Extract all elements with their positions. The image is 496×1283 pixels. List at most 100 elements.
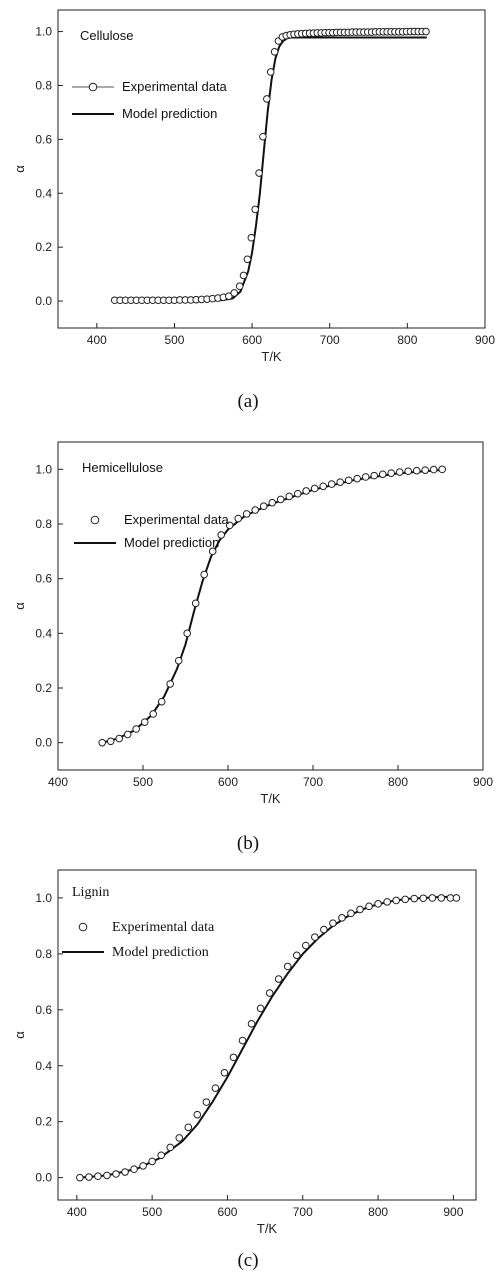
legend-experimental-marker <box>78 922 88 932</box>
x-tick-label: 400 <box>67 1205 87 1219</box>
experimental-data-point <box>327 480 336 488</box>
experimental-data-point <box>293 489 302 498</box>
x-tick-label: 400 <box>48 775 68 789</box>
y-tick-label: 1.0 <box>35 25 52 39</box>
y-tick-label: 0.0 <box>35 1171 52 1185</box>
experimental-data-point <box>174 656 183 665</box>
legend-experimental-label: Experimental data <box>124 512 230 527</box>
experimental-data-point <box>256 1004 265 1013</box>
legend-model-label: Model prediction <box>124 535 219 550</box>
y-tick-label: 1.0 <box>35 462 52 476</box>
experimental-data-point <box>148 1157 156 1166</box>
experimental-data-point <box>251 506 259 514</box>
x-axis-title: T/K <box>260 791 281 806</box>
experimental-data-point <box>319 482 328 491</box>
experimental-data-point <box>211 1084 220 1092</box>
experimental-data-point <box>329 919 337 927</box>
x-tick-label: 600 <box>218 775 238 789</box>
plot-frame <box>57 9 486 329</box>
chart-panel-c: 400 500 600 700 800 900 0.0 0.2 0.4 0.6 0.8 1.0 T/K α… <box>0 860 496 1283</box>
experimental-data-point <box>255 169 263 177</box>
y-tick-label: 0.6 <box>35 1003 52 1017</box>
experimental-data-point <box>208 547 217 556</box>
experimental-data-point <box>428 894 437 902</box>
experimental-data-point <box>365 902 373 911</box>
experimental-data-point <box>103 1171 111 1180</box>
experimental-data-point <box>361 473 370 481</box>
y-axis-title: α <box>12 1031 27 1039</box>
chart-b: 400 500 600 700 800 900 0.0 0.2 0.4 0.6 0.8 1.0 T/K α… <box>12 441 493 806</box>
x-tick-label: 600 <box>217 1205 237 1219</box>
experimental-data-point <box>247 1020 256 1028</box>
experimental-data-point <box>166 680 174 688</box>
experimental-data-point <box>421 466 430 474</box>
experimental-data-point <box>166 1143 175 1152</box>
experimental-data-point <box>374 900 382 908</box>
y-tick-label: 0.6 <box>35 132 52 146</box>
y-axis-title: α <box>12 602 27 610</box>
experimental-data-point <box>410 894 419 903</box>
experimental-data-point <box>139 1162 147 1170</box>
experimental-data-point <box>217 531 225 539</box>
model-prediction-line <box>101 468 443 744</box>
experimental-data-point <box>191 599 200 608</box>
y-tick-label: 0.2 <box>35 681 52 695</box>
experimental-data-point <box>115 734 123 743</box>
experimental-data-point <box>310 484 319 493</box>
experimental-data-point <box>274 975 283 983</box>
legend-experimental-label: Experimental data <box>122 79 228 94</box>
experimental-data-point <box>239 271 248 280</box>
chart-panel-a: 400 500 600 700 800 900 0.0 0.2 0.4 0.6 0.8 1.0 T/K α… <box>0 0 496 430</box>
x-tick-label: 900 <box>443 1205 463 1219</box>
experimental-data-point <box>283 962 292 971</box>
experimental-data-point <box>268 498 277 507</box>
experimental-data-point <box>157 1151 165 1160</box>
experimental-data-point <box>320 925 328 934</box>
caption-a: (a) <box>237 391 259 412</box>
experimental-data-point <box>106 737 115 746</box>
experimental-data-point <box>247 233 256 242</box>
x-tick-label: 700 <box>293 1205 313 1219</box>
experimental-data-point <box>301 941 310 950</box>
experimental-data-point <box>266 68 275 76</box>
experimental-data-point <box>412 466 421 475</box>
experimental-data-point <box>184 1123 193 1132</box>
legend-model-label: Model prediction <box>112 945 209 960</box>
experimental-data-point <box>383 898 391 906</box>
caption-c: (c) <box>237 1250 259 1271</box>
experimental-data-point <box>130 1165 138 1174</box>
x-tick-label: 500 <box>164 333 184 347</box>
experimental-data-point <box>175 1134 184 1142</box>
experimental-data-point <box>370 471 379 480</box>
experimental-data-point <box>85 1173 93 1181</box>
experimental-data-point <box>238 1036 247 1045</box>
experimental-data-point <box>401 895 410 904</box>
experimental-data-point <box>157 697 166 706</box>
x-tick-label: 400 <box>87 333 107 347</box>
experimental-data-point <box>387 469 396 477</box>
x-tick-label: 800 <box>397 333 417 347</box>
annotation-label: Cellulose <box>80 28 133 43</box>
experimental-data-point <box>353 474 362 483</box>
x-tick-label: 800 <box>388 775 408 789</box>
experimental-data-point <box>259 502 268 511</box>
chart-a: 400 500 600 700 800 900 0.0 0.2 0.4 0.6 0.8 1.0 T/K α… <box>12 9 495 364</box>
experimental-data-point <box>270 47 279 56</box>
experimental-data-point <box>98 738 106 747</box>
y-tick-label: 1.0 <box>35 891 52 905</box>
x-tick-label: 700 <box>320 333 340 347</box>
experimental-data-point <box>220 1068 229 1077</box>
experimental-data-point <box>193 1110 202 1119</box>
x-tick-label: 600 <box>242 333 262 347</box>
y-tick-label: 0.4 <box>35 186 52 200</box>
legend-experimental-label: Experimental data <box>112 920 215 935</box>
experimental-data-point <box>132 725 140 733</box>
x-axis-title: T/K <box>261 349 282 364</box>
x-tick-label: 500 <box>142 1205 162 1219</box>
x-tick-label: 900 <box>475 333 495 347</box>
experimental-data-point <box>140 718 149 726</box>
experimental-data-point <box>302 487 311 495</box>
experimental-data-point <box>265 989 274 997</box>
experimental-data-point <box>452 894 461 902</box>
experimental-data-point <box>419 894 428 903</box>
